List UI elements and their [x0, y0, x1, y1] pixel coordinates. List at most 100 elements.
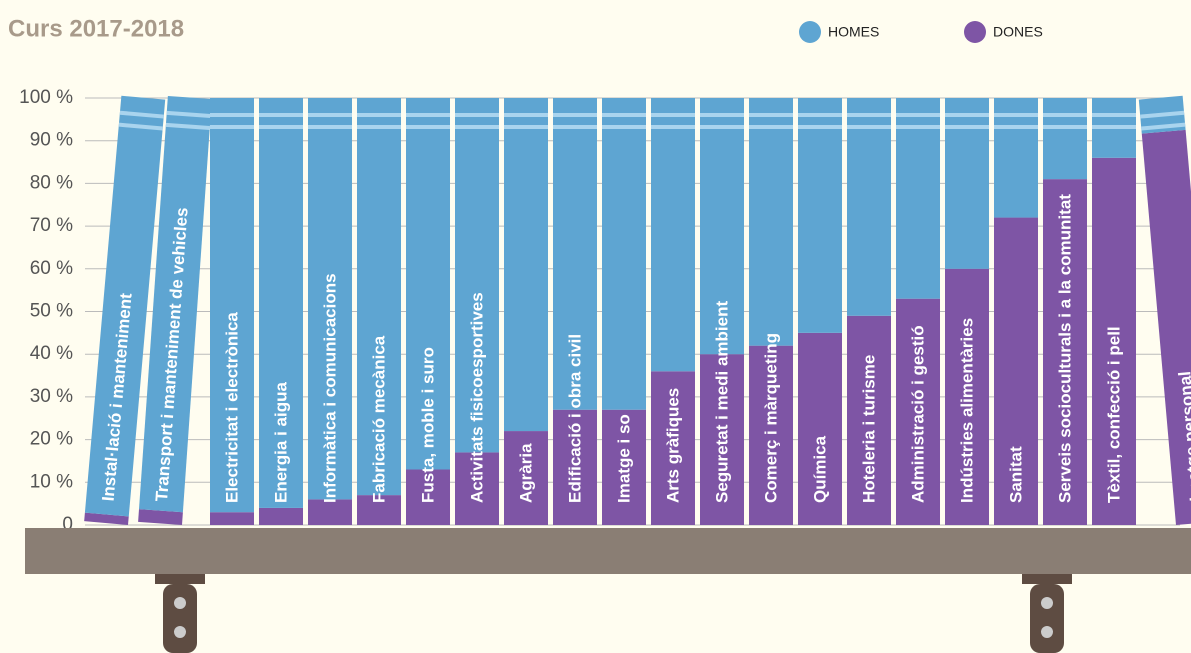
bar-segment [84, 95, 166, 517]
bar-segment [406, 469, 450, 525]
book: Seguretat i medi ambient [700, 98, 744, 525]
category-label: Energia i aigua [271, 382, 290, 503]
book-stripe [357, 113, 401, 117]
category-label: Edificació i obra civil [565, 334, 584, 503]
bar-segment [553, 98, 597, 410]
legend-label: HOMES [828, 24, 879, 40]
category-label: Tèxtil, confecció i pell [1104, 326, 1123, 503]
book-stripe [700, 125, 744, 129]
book-stripe [553, 113, 597, 117]
bar-segment [1043, 179, 1087, 525]
y-tick-label: 60 % [30, 258, 73, 279]
category-label: Indústries alimentàries [957, 318, 976, 503]
bar-segment [700, 354, 744, 525]
category-label: Imatge i so [614, 414, 633, 503]
bar-segment [210, 512, 254, 525]
book-stripe [259, 113, 303, 117]
y-tick-label: 0 [62, 514, 73, 535]
category-label: Administració i gestió [908, 325, 927, 503]
book-stripe [994, 125, 1038, 129]
legend-swatch [799, 21, 821, 43]
bar-segment [749, 98, 793, 346]
bar-segment [994, 98, 1038, 218]
book-stripe [798, 125, 842, 129]
y-tick-label: 90 % [30, 130, 73, 151]
book: Instal·lació i manteniment [84, 95, 166, 526]
bar-segment [406, 98, 450, 470]
book: Sanitat [994, 98, 1038, 525]
book: Activitats fisicoesportives [455, 98, 499, 525]
bar-segment [308, 499, 352, 525]
category-label: Seguretat i medi ambient [712, 301, 731, 503]
y-tick-label: 10 % [30, 471, 73, 492]
book-stripe [749, 125, 793, 129]
bar-segment [1043, 98, 1087, 180]
bars: Instal·lació i manteniment Transport i ma… [84, 95, 1191, 526]
bar-segment [847, 315, 891, 525]
book-stripe [455, 125, 499, 129]
bar-segment [1141, 129, 1191, 525]
book-stripe [210, 113, 254, 117]
book-stripe [798, 113, 842, 117]
y-tick-label: 70 % [30, 215, 73, 236]
bar-segment [651, 371, 695, 525]
legend-swatch [964, 21, 986, 43]
legend-item: HOMES [799, 21, 879, 43]
bar-segment [798, 98, 842, 333]
book-stripe [1043, 125, 1087, 129]
book-stripe [700, 113, 744, 117]
legend-item: DONES [964, 21, 1043, 43]
bar-segment [602, 98, 646, 410]
category-label: Hoteleria i turisme [859, 355, 878, 503]
category-label: Comerç i màrqueting [761, 333, 780, 503]
bar-segment [896, 98, 940, 299]
bar-segment [455, 98, 499, 453]
book-stripe [118, 122, 163, 131]
book-stripe [455, 113, 499, 117]
category-label: Activitats fisicoesportives [467, 292, 486, 503]
book-stripe [1140, 110, 1185, 119]
category-label: Serveis socioculturals i a la comunitat [1055, 194, 1074, 503]
bar-segment [994, 217, 1038, 525]
bar-segment [749, 345, 793, 525]
book-stripe [847, 113, 891, 117]
book-stripe [896, 125, 940, 129]
bar-segment [945, 268, 989, 525]
book: Fusta, moble i suro [406, 98, 450, 525]
y-tick-label: 80 % [30, 172, 73, 193]
book-stripe [945, 113, 989, 117]
book-stripe [165, 122, 210, 130]
book: Transport i manteniment de vehicles [138, 95, 212, 526]
book: Electricitat i electrònica [210, 98, 254, 525]
book: Agrària [504, 98, 548, 525]
book-stripe [553, 125, 597, 129]
book-stripe [994, 113, 1038, 117]
bar-segment [455, 452, 499, 525]
category-label: Arts gràfiques [663, 388, 682, 503]
book: Comerç i màrqueting [749, 98, 793, 525]
book-stripe [210, 125, 254, 129]
book: Tèxtil, confecció i pell [1092, 98, 1136, 525]
book-stripe [504, 125, 548, 129]
book-stripe [651, 113, 695, 117]
category-label: Electricitat i electrònica [222, 312, 241, 503]
book-stripe [259, 125, 303, 129]
book-stripe [308, 113, 352, 117]
book-stripe [1092, 113, 1136, 117]
bracket [155, 574, 205, 653]
book: Edificació i obra civil [553, 98, 597, 525]
category-label: Agrària [516, 443, 535, 503]
book-stripe [602, 113, 646, 117]
book-stripe [504, 113, 548, 117]
book-stripe [166, 110, 211, 118]
bar-segment [602, 409, 646, 525]
book: Imatge personal [1138, 95, 1191, 525]
category-label: Fabricació mecànica [369, 335, 388, 503]
book-stripe [406, 113, 450, 117]
book-stripe [847, 125, 891, 129]
bar-segment [308, 98, 352, 500]
book: Arts gràfiques [651, 98, 695, 525]
book-stripe [119, 110, 164, 119]
bar-segment [847, 98, 891, 316]
